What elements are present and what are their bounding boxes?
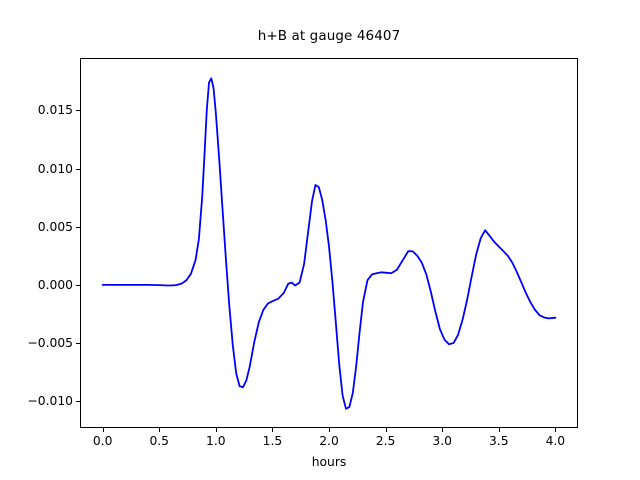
x-axis-tick-mark [329, 428, 330, 432]
y-axis-tick-label: −0.005 [27, 336, 73, 351]
y-axis-tick-label: 0.010 [37, 161, 73, 176]
x-axis-tick-label: 0.5 [149, 434, 169, 448]
x-axis-tick-mark [385, 428, 387, 432]
x-axis-tick-label: 2.5 [375, 434, 396, 448]
series-line-h-plus-b [101, 77, 557, 410]
x-axis-tick-label: 1.5 [262, 434, 283, 448]
x-axis-tick-mark [555, 428, 557, 432]
x-axis-tick-mark [498, 428, 500, 432]
x-axis-tick-label: 0.0 [92, 434, 113, 448]
y-axis-tick-label: −0.010 [27, 394, 73, 409]
y-axis-tick-mark [76, 110, 80, 112]
y-axis-tick-label: 0.015 [37, 103, 73, 118]
x-axis-label: hours [311, 455, 347, 469]
x-axis-tick-mark [215, 428, 217, 432]
x-axis-tick-mark [272, 428, 274, 432]
x-axis-tick-mark [102, 428, 104, 432]
x-axis-tick-label: 3.0 [432, 434, 452, 448]
x-axis-tick-label: 1.0 [206, 434, 226, 448]
plot-area-frame [80, 58, 578, 428]
y-axis-tick-mark [76, 226, 80, 228]
x-axis-tick-label: 3.5 [488, 434, 509, 448]
x-axis-tick-label: 4.0 [545, 434, 566, 448]
x-axis-tick-marks [80, 428, 578, 434]
page-title: h+B at gauge 46407 [257, 28, 401, 44]
y-axis-tick-marks [0, 58, 80, 428]
x-axis-tick-labels: 0.0 0.5 1.0 1.5 2.0 2.5 3.0 3.5 4.0 [80, 434, 578, 452]
x-axis-tick-label: 2.0 [319, 434, 339, 448]
x-axis-tick-mark [159, 428, 161, 432]
y-axis-tick-mark [76, 401, 80, 403]
y-axis-tick-mark [76, 284, 80, 286]
y-axis-tick-mark [76, 168, 80, 170]
y-axis-tick-label: 0.000 [37, 277, 73, 292]
x-axis-tick-mark [442, 428, 444, 432]
data-plot [101, 77, 557, 410]
y-axis-tick-label: 0.005 [37, 219, 73, 234]
y-axis-tick-labels: 0.015 0.010 0.005 0.000 −0.005 −0.010 [0, 58, 73, 428]
y-axis-tick-mark [76, 343, 80, 345]
